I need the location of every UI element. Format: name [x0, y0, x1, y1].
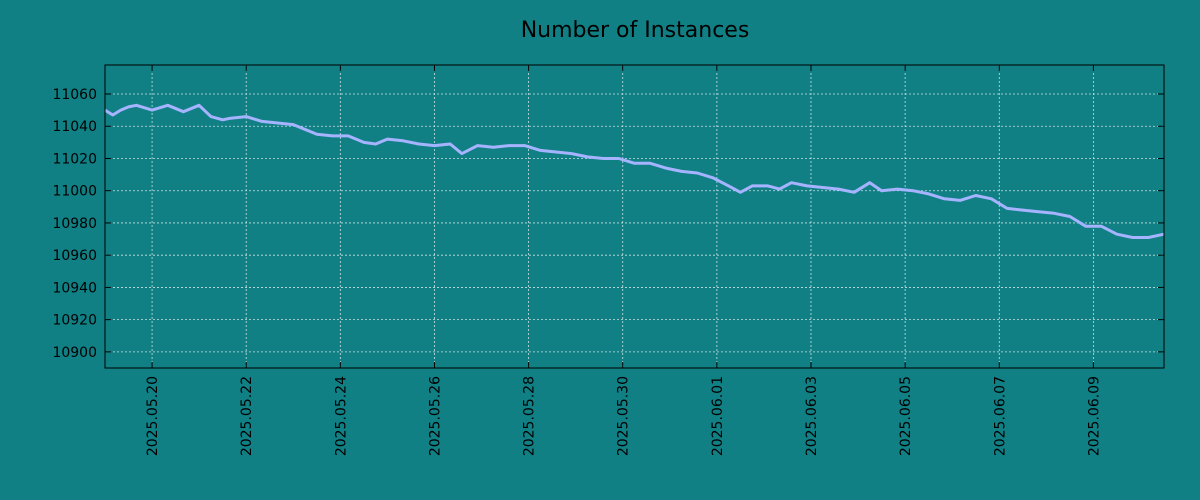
y-tick-label: 10980 [52, 216, 97, 232]
x-tick-label: 2025.06.05 [898, 376, 914, 456]
x-tick-label: 2025.06.07 [992, 376, 1008, 456]
x-tick-label: 2025.06.03 [804, 376, 820, 456]
x-tick-label: 2025.06.01 [710, 376, 726, 456]
y-tick-label: 11000 [52, 184, 97, 200]
plot-frame [104, 64, 1165, 369]
y-tick-label: 10920 [52, 313, 97, 329]
series-line [104, 103, 1165, 239]
y-tick-label: 10900 [52, 345, 97, 361]
axis-ticks: 10900 10920 10940 10960 10980 11000 11020 11040… [52, 65, 1164, 456]
y-tick-label: 10960 [52, 248, 97, 264]
chart-title: Number of Instances [521, 18, 750, 43]
x-tick-label: 2025.05.26 [427, 376, 443, 456]
y-tick-label: 11020 [52, 151, 97, 167]
x-tick-label: 2025.05.30 [616, 376, 632, 456]
y-tick-label: 11060 [52, 87, 97, 103]
x-tick-label: 2025.05.28 [522, 376, 538, 456]
x-tick-label: 2025.05.22 [239, 376, 255, 456]
y-tick-label: 11040 [52, 119, 97, 135]
x-tick-label: 2025.06.09 [1086, 376, 1102, 456]
gridlines [105, 65, 1164, 368]
x-tick-label: 2025.05.24 [333, 376, 349, 456]
y-tick-label: 10940 [52, 280, 97, 296]
x-tick-label: 2025.05.20 [145, 376, 161, 456]
